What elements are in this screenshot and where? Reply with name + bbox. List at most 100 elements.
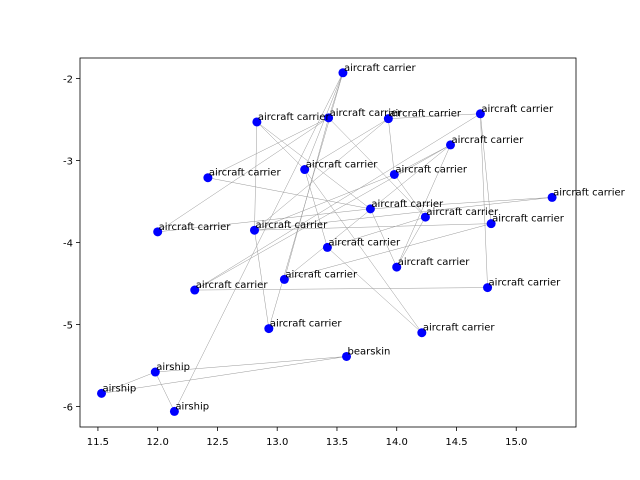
graph-edge <box>157 208 371 233</box>
x-tick-label: 12.0 <box>147 437 169 448</box>
data-point <box>486 219 496 229</box>
point-label: aircraft carrier <box>306 160 379 171</box>
point-label: aircraft carrier <box>196 280 269 291</box>
x-axis: 11.5 12.0 12.5 13.0 13.5 14.0 14.5 15.0 <box>87 427 527 448</box>
graph-edge <box>254 121 258 231</box>
data-point <box>483 283 493 293</box>
data-point <box>264 324 274 334</box>
point-label: aircraft carrier <box>389 109 462 120</box>
x-tick-label: 14.5 <box>445 437 467 448</box>
data-point <box>249 225 259 235</box>
point-label: aircraft carrier <box>255 220 328 231</box>
x-tick-label: 15.0 <box>505 437 527 448</box>
graph-edge <box>388 113 481 119</box>
x-tick-label: 12.5 <box>206 437 228 448</box>
data-point <box>475 109 485 119</box>
data-point <box>420 212 430 222</box>
graph-edge <box>256 121 371 210</box>
graph-edge <box>304 169 328 248</box>
graph-edge <box>394 174 426 218</box>
data-point <box>153 227 163 237</box>
graph-edge <box>304 169 423 333</box>
graph-edge <box>155 371 175 412</box>
data-point <box>190 285 200 295</box>
point-label: airship <box>103 383 137 394</box>
data-point <box>252 117 262 127</box>
graph-edge <box>304 118 389 170</box>
graph-edge <box>194 144 451 291</box>
graph-edge <box>254 118 389 231</box>
graph-edge <box>328 72 344 118</box>
graph-edge <box>101 356 347 394</box>
data-point <box>300 165 310 175</box>
point-label: aircraft carrier <box>452 135 525 146</box>
y-tick-label: -2 <box>63 75 73 86</box>
graph-edge <box>327 216 426 248</box>
point-label: aircraft carrier <box>371 199 444 210</box>
graph-edge <box>256 121 305 170</box>
y-axis: -2 -3 -4 -5 -6 <box>63 75 80 414</box>
point-label: aircraft carrier <box>481 104 554 115</box>
graph-edge <box>328 117 426 218</box>
data-point <box>365 204 375 214</box>
data-point <box>338 68 348 78</box>
graph-edge <box>174 72 344 412</box>
data-point <box>342 351 352 361</box>
point-label: aircraft carrier <box>159 222 232 233</box>
point-label: aircraft carrier <box>209 168 282 179</box>
graph-edge <box>207 177 371 210</box>
graph-edge <box>370 197 553 210</box>
point-label: aircraft carrier <box>270 319 343 330</box>
data-point <box>547 192 557 202</box>
graph-edge <box>207 117 329 178</box>
point-label: aircraft carrier <box>328 237 401 248</box>
x-tick-label: 13.0 <box>266 437 288 448</box>
graph-edge <box>194 287 488 291</box>
x-tick-label: 14.0 <box>386 437 408 448</box>
point-label: aircraft carrier <box>553 187 626 198</box>
graph-edge <box>157 117 329 233</box>
data-point <box>383 114 393 124</box>
point-label: aircraft carrier <box>258 112 331 123</box>
data-point <box>392 262 402 272</box>
y-tick-label: -5 <box>63 321 73 332</box>
data-point <box>417 328 427 338</box>
point-label: aircraft carrier <box>423 323 496 334</box>
data-point <box>150 367 160 377</box>
x-tick-label: 11.5 <box>87 437 109 448</box>
graph-edge <box>327 247 422 333</box>
graph-edge <box>254 197 553 231</box>
graph-edge <box>155 356 347 373</box>
graph-edge <box>480 113 492 224</box>
data-point <box>169 406 179 416</box>
data-point <box>389 169 399 179</box>
graph-edge <box>101 371 156 394</box>
graph-edge <box>396 216 426 268</box>
data-point <box>324 113 334 123</box>
graph-edge <box>370 208 397 268</box>
point-label: aircraft carrier <box>426 207 499 218</box>
graph-edge <box>254 230 270 329</box>
data-point <box>322 242 332 252</box>
data-point <box>279 274 289 284</box>
graph-edge <box>284 223 492 280</box>
point-label: aircraft carrier <box>285 269 358 280</box>
point-label: aircraft carrier <box>395 164 468 175</box>
point-label: aircraft carrier <box>344 63 417 74</box>
point-label: aircraft carrier <box>492 214 565 225</box>
point-label: aircraft carrier <box>398 257 471 268</box>
point-label: aircraft carrier <box>489 278 562 289</box>
data-point <box>97 388 107 398</box>
graph-edge <box>388 118 395 175</box>
point-label: airship <box>156 362 190 373</box>
point-label: bearskin <box>348 346 391 357</box>
x-tick-label: 13.5 <box>326 437 348 448</box>
point-label: aircraft carrier <box>330 108 403 119</box>
edges-layer <box>101 72 553 412</box>
data-point <box>446 140 456 150</box>
graph-edge <box>284 117 329 280</box>
y-tick-label: -3 <box>63 157 73 168</box>
points-layer <box>97 68 557 416</box>
